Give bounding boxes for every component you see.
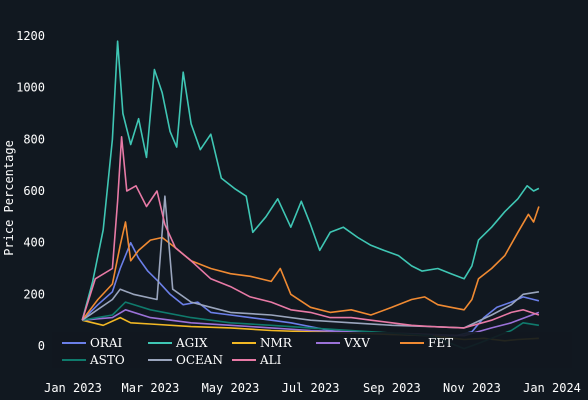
legend-label-vxv: VXV <box>343 336 370 350</box>
x-tick-label: Mar 2023 <box>122 381 180 395</box>
series-line-vxv <box>82 309 540 337</box>
legend-label-orai: ORAI <box>90 336 123 350</box>
y-tick-label: 400 <box>23 236 45 250</box>
y-tick-label: 600 <box>23 184 45 198</box>
legend-label-ocean: OCEAN <box>176 353 223 367</box>
y-axis-label: Price Percentage <box>2 140 16 256</box>
series-line-ocean <box>81 195 540 329</box>
y-axis-ticks: 0 200 400 600 800 1000 1200 <box>16 29 45 353</box>
legend-background <box>52 332 572 368</box>
y-tick-label: 200 <box>23 287 45 301</box>
legend-label-nmr: NMR <box>260 336 293 350</box>
y-tick-label: 0 <box>38 339 45 353</box>
y-tick-label: 1200 <box>16 29 45 43</box>
x-tick-label: Nov 2023 <box>443 381 501 395</box>
legend-label-fet: FET <box>428 336 453 350</box>
x-tick-label: Jul 2023 <box>282 381 340 395</box>
series-line-ali <box>81 136 540 329</box>
x-tick-label: Jan 2023 <box>44 381 102 395</box>
x-axis-ticks: Jan 2023 Mar 2023 May 2023 Jul 2023 Sep 2023… <box>44 381 581 395</box>
legend-label-asto: ASTO <box>89 353 125 367</box>
x-tick-label: Jan 2024 <box>523 381 581 395</box>
y-tick-label: 1000 <box>16 81 45 95</box>
series-lines <box>81 40 540 350</box>
legend-label-ali: ALI <box>259 353 282 367</box>
series-line-fet <box>81 206 540 321</box>
legend-label-agix: AGIX <box>175 336 208 350</box>
legend: ORAI AGIX NMR VXV FET ASTO OCEAN ALI <box>52 332 572 368</box>
y-tick-label: 800 <box>23 132 45 146</box>
series-line-agix <box>81 40 540 321</box>
series-line-orai <box>81 241 540 337</box>
x-tick-label: May 2023 <box>202 381 260 395</box>
x-tick-label: Sep 2023 <box>363 381 421 395</box>
